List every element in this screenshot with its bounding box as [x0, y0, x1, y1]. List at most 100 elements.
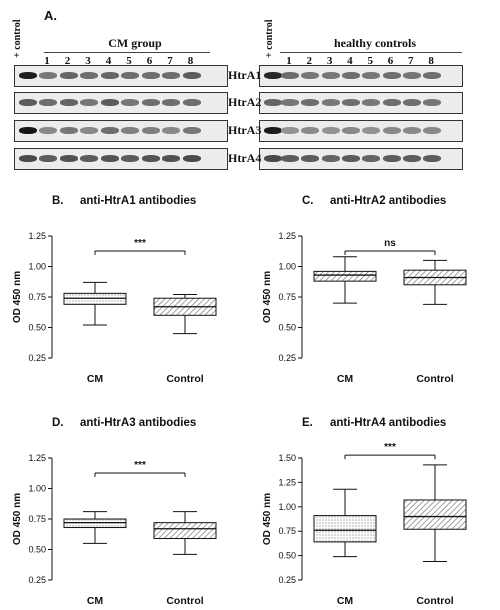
x-category-label: CM [337, 373, 354, 385]
chart-htra4: E. anti-HtrA4 antibodies 0.25 0.50 0.75 1.00 1… [262, 417, 467, 607]
blot-band-lane-3 [321, 127, 340, 134]
chart-title: anti-HtrA1 antibodies [80, 195, 196, 207]
y-tick-label: 0.25 [28, 353, 46, 363]
blot-band-lane-8 [423, 72, 442, 79]
blot-label-htra4: HtrA4 [228, 151, 262, 165]
box-control [403, 259, 467, 305]
x-category-label: CM [87, 595, 104, 607]
blot-band-lane-8 [423, 99, 442, 106]
y-tick-label: 1.00 [278, 262, 296, 272]
y-tick-label: 0.25 [278, 353, 296, 363]
x-category-label: Control [416, 373, 453, 385]
blot-band-lane-5 [362, 72, 381, 79]
blot-band-lane-1 [281, 127, 299, 134]
chart-title: anti-HtrA3 antibodies [80, 417, 196, 429]
lane-number-r-1: 1 [286, 55, 292, 67]
blot-band-lane-7 [162, 99, 180, 106]
blot-band-lane-6 [382, 99, 401, 106]
blot-strip-htra4-cm [14, 148, 228, 170]
x-category-label: Control [416, 595, 453, 607]
box-control [153, 511, 217, 555]
blot-strip-htra2-cm [14, 92, 228, 114]
blot-band-lane-1 [281, 155, 299, 162]
significance-label: *** [134, 238, 146, 249]
blot-band-lane-7 [402, 99, 421, 106]
y-tick-label: 1.50 [278, 453, 296, 463]
blot-band-lane-7 [162, 72, 180, 79]
blot-band-control [264, 99, 282, 106]
lane-number-r-3: 3 [326, 55, 333, 67]
y-axis-label: OD 450 nm [262, 493, 273, 545]
blot-band-lane-5 [121, 72, 139, 79]
blot-band-lane-8 [182, 72, 201, 79]
positive-control-label-right: + control [264, 19, 275, 58]
blot-band-lane-1 [39, 99, 57, 106]
blot-band-lane-4 [341, 127, 360, 134]
blot-band-lane-3 [321, 99, 340, 106]
box-control [403, 464, 467, 562]
lane-number-r-5: 5 [367, 55, 373, 67]
y-tick-label: 0.75 [278, 292, 296, 302]
significance-label: *** [134, 460, 146, 471]
blot-band-lane-6 [141, 155, 160, 162]
blot-band-lane-8 [182, 127, 201, 134]
y-tick-label: 0.50 [278, 323, 296, 333]
blot-band-lane-5 [362, 127, 381, 134]
blot-band-lane-8 [423, 127, 442, 134]
blot-band-lane-3 [321, 72, 340, 79]
blot-band-lane-3 [80, 72, 98, 79]
blot-band-lane-8 [182, 99, 201, 106]
blot-band-control [264, 72, 282, 79]
lane-number-l-4: 4 [105, 55, 112, 67]
blot-band-lane-3 [80, 99, 98, 106]
y-tick-label: 1.00 [28, 484, 46, 494]
y-tick-label: 0.25 [278, 575, 296, 585]
lane-number-l-2: 2 [64, 55, 71, 67]
chart-panel-label: D. [52, 417, 64, 429]
significance-label: ns [384, 238, 396, 249]
box-cm [313, 256, 377, 304]
blot-band-lane-4 [341, 72, 360, 79]
healthy-controls-bracket [280, 52, 462, 53]
blot-band-lane-2 [301, 72, 320, 79]
blot-band-lane-2 [59, 72, 78, 79]
blot-strip-htra3-healthy [259, 120, 463, 142]
lane-number-l-7: 7 [167, 55, 173, 67]
blot-strip-htra2-healthy [259, 92, 463, 114]
blot-band-control [19, 99, 37, 106]
blot-band-lane-5 [121, 155, 139, 162]
blot-band-lane-5 [362, 99, 381, 106]
blot-band-control [19, 72, 37, 79]
cm-group-bracket [44, 52, 210, 53]
box-iqr [313, 515, 377, 543]
blot-band-control [264, 155, 282, 162]
blot-band-lane-8 [423, 155, 442, 162]
lane-number-r-2: 2 [306, 55, 313, 67]
box-iqr [313, 270, 377, 282]
blot-label-htra1: HtrA1 [228, 68, 262, 82]
chart-panel-label: B. [52, 195, 64, 207]
lane-number-r-4: 4 [347, 55, 353, 67]
y-tick-label: 0.75 [278, 526, 296, 536]
blot-band-lane-4 [341, 155, 360, 162]
chart-panel-label: C. [302, 195, 314, 207]
blot-band-lane-6 [382, 72, 401, 79]
y-axis-label: OD 450 nm [12, 493, 23, 545]
x-category-label: Control [166, 595, 203, 607]
box-iqr [153, 522, 217, 540]
blot-band-lane-5 [362, 155, 381, 162]
box-control [153, 294, 217, 335]
lane-number-l-1: 1 [44, 55, 50, 67]
chart-htra1: B. anti-HtrA1 antibodies 0.25 0.50 0.75 1.00 1… [12, 195, 217, 385]
blot-strip-htra3-cm [14, 120, 228, 142]
blot-band-lane-8 [182, 155, 201, 162]
blot-band-lane-1 [281, 72, 299, 79]
y-axis-label: OD 450 nm [262, 271, 273, 323]
blot-band-lane-2 [301, 127, 320, 134]
box-cm [63, 281, 127, 326]
blot-band-lane-6 [141, 127, 160, 134]
y-tick-label: 0.25 [28, 575, 46, 585]
blot-band-lane-4 [100, 99, 119, 106]
blot-label-htra2: HtrA2 [228, 95, 262, 109]
blot-band-lane-1 [39, 72, 57, 79]
